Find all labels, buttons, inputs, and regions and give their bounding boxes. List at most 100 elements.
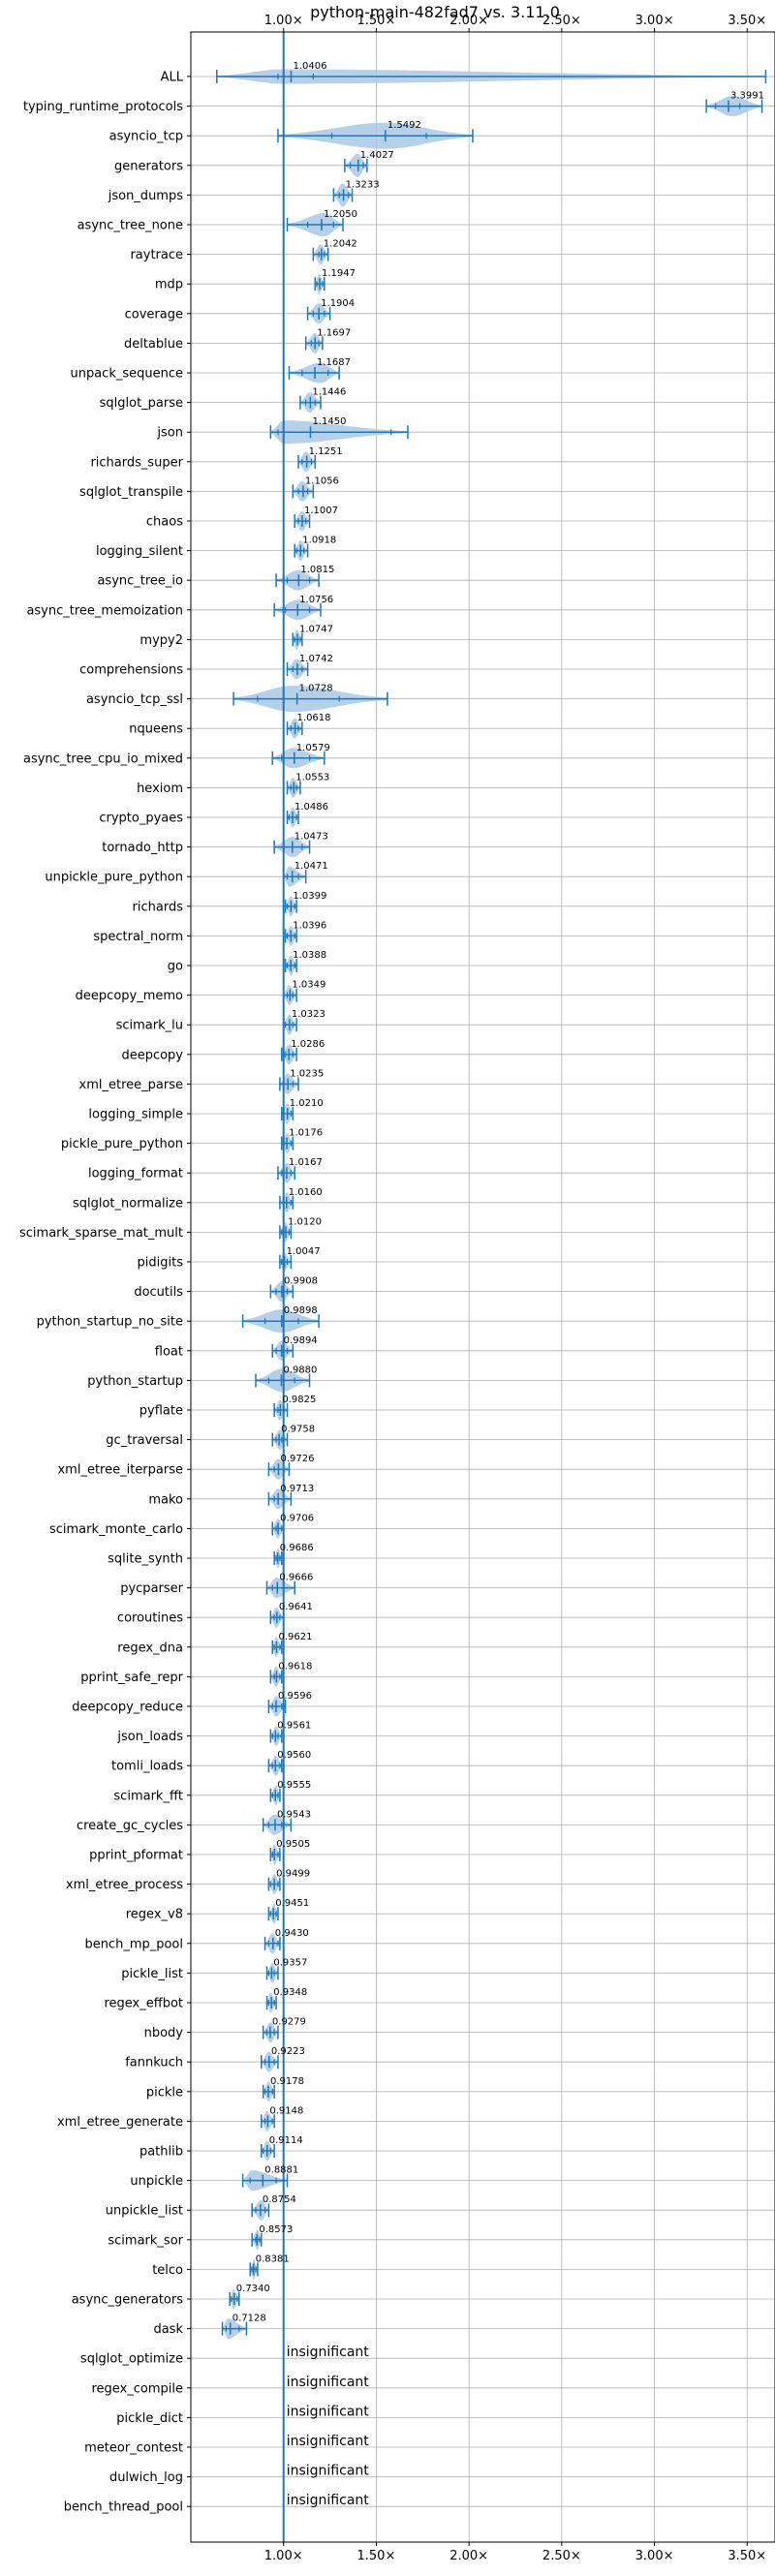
category-label: gc_traversal	[106, 1433, 183, 1448]
category-label: logging_silent	[96, 544, 183, 559]
value-label: 1.0399	[293, 891, 326, 902]
category-label: python_startup_no_site	[37, 1315, 183, 1330]
value-label: 1.0579	[296, 743, 330, 753]
value-label: 1.1904	[321, 298, 355, 309]
insignificant-label: insignificant	[287, 2464, 370, 2479]
category-label: pickle	[146, 2085, 183, 2100]
x-tick-label-bottom: 1.00×	[264, 2549, 303, 2563]
x-axis-bottom: 1.00× 1.50× 2.00× 2.50× 3.00× 3.50×	[264, 2542, 766, 2563]
x-tick-label-top: 1.00×	[264, 14, 303, 28]
value-label: 0.9543	[277, 1809, 311, 1820]
x-tick-label-bottom: 3.00×	[636, 2549, 674, 2563]
value-label: 0.9641	[279, 1602, 313, 1612]
category-label: asyncio_tcp	[109, 130, 183, 144]
value-label: 0.9560	[277, 1750, 311, 1761]
plot-frame	[190, 31, 775, 2543]
value-label: 0.8573	[259, 2224, 293, 2235]
x-tick-label-bottom: 2.00×	[450, 2549, 488, 2563]
value-label: 0.7128	[232, 2314, 266, 2324]
value-label: 0.9908	[284, 1276, 318, 1287]
value-label: 1.2050	[324, 209, 357, 220]
value-label: 0.9825	[282, 1395, 316, 1405]
category-label: sqlglot_optimize	[80, 2352, 183, 2367]
value-label: 0.9596	[278, 1691, 312, 1702]
category-label: docutils	[134, 1285, 183, 1300]
category-label: regex_compile	[91, 2381, 183, 2396]
category-label: hexiom	[137, 782, 183, 796]
category-label: deepcopy_memo	[76, 989, 183, 1003]
category-label: pickle_list	[121, 1967, 183, 1981]
category-label: json_loads	[116, 1730, 183, 1744]
value-label: 1.3233	[346, 179, 380, 190]
violin-series	[216, 69, 767, 2340]
category-label: tomli_loads	[111, 1760, 183, 1774]
value-label: 1.1687	[317, 357, 351, 368]
category-label: pickle_pure_python	[61, 1137, 183, 1151]
value-label: 0.9713	[280, 1484, 314, 1494]
value-label: 0.9686	[280, 1543, 314, 1553]
insignificant-label: insignificant	[287, 2375, 370, 2390]
value-label: 1.2042	[324, 239, 357, 250]
value-label: 1.0553	[295, 772, 329, 782]
insignificant-label: insignificant	[287, 2434, 370, 2449]
category-label: sqlglot_transpile	[79, 485, 183, 500]
value-label: 1.0406	[293, 61, 326, 72]
value-label: 0.8754	[263, 2194, 296, 2205]
value-label: 0.9706	[280, 1513, 314, 1523]
category-label: async_generators	[72, 2293, 184, 2308]
category-label: telco	[152, 2263, 183, 2278]
value-label: 1.0756	[299, 595, 333, 605]
chart-title: python-main-482fad7 vs. 3.11.0	[310, 3, 560, 21]
x-tick-label-top: 2.50×	[542, 14, 581, 28]
value-label: 0.9666	[279, 1573, 313, 1583]
x-axis-top: 1.00× 1.50× 2.00× 2.50× 3.00× 3.50×	[264, 14, 766, 32]
value-label: 1.0167	[289, 1157, 323, 1168]
category-label: mypy2	[140, 633, 183, 648]
category-label: deltablue	[124, 337, 183, 352]
value-label: 1.0349	[292, 980, 326, 991]
value-label: 1.0618	[297, 713, 331, 723]
category-label: regex_dna	[117, 1641, 183, 1655]
x-tick-label-top: 3.00×	[636, 14, 674, 28]
value-label: 1.1007	[304, 506, 338, 516]
category-label: scimark_monte_carlo	[49, 1522, 183, 1537]
category-label: pprint_safe_repr	[80, 1671, 183, 1685]
value-label: 0.9178	[270, 2076, 304, 2087]
category-label: chaos	[146, 515, 183, 530]
category-label: async_tree_io	[97, 574, 183, 589]
value-label: 1.0918	[302, 536, 336, 546]
category-label: create_gc_cycles	[77, 1819, 183, 1833]
category-label: xml_etree_parse	[79, 1078, 183, 1092]
category-label: dulwich_log	[109, 2470, 183, 2485]
category-label: sqlite_synth	[108, 1552, 183, 1567]
category-label: xml_etree_iterparse	[57, 1463, 183, 1478]
value-label: 0.9561	[277, 1721, 311, 1732]
category-label: async_tree_cpu_io_mixed	[23, 751, 183, 766]
value-label: 0.9894	[284, 1335, 318, 1346]
value-label: 1.0728	[299, 684, 333, 694]
value-label: 1.0120	[288, 1216, 322, 1227]
value-label: 0.8881	[264, 2165, 298, 2176]
category-label: pidigits	[138, 1256, 184, 1271]
category-label: bench_thread_pool	[64, 2500, 183, 2515]
category-label: unpickle_list	[106, 2204, 183, 2219]
category-label: ALL	[161, 71, 184, 85]
category-label: typing_runtime_protocols	[23, 100, 183, 114]
category-label: coverage	[125, 307, 183, 322]
category-label: coroutines	[117, 1611, 183, 1626]
y-axis-categories: ALL typing_runtime_protocols asyncio_tcpge…	[19, 71, 191, 2515]
value-label: 1.1450	[312, 416, 346, 427]
category-label: fannkuch	[125, 2056, 183, 2070]
value-label: 0.9430	[275, 1928, 309, 1939]
category-label: logging_format	[88, 1167, 183, 1181]
value-label: 0.9499	[276, 1869, 310, 1880]
category-label: async_tree_memoization	[26, 603, 183, 618]
category-label: crypto_pyaes	[99, 812, 183, 826]
value-label: 3.3991	[730, 91, 764, 102]
value-label: 0.9555	[277, 1780, 311, 1791]
value-label: 0.9726	[280, 1454, 314, 1464]
x-tick-label-bottom: 1.50×	[357, 2549, 396, 2563]
category-label: deepcopy	[121, 1048, 183, 1062]
category-label: json_dumps	[108, 189, 183, 203]
